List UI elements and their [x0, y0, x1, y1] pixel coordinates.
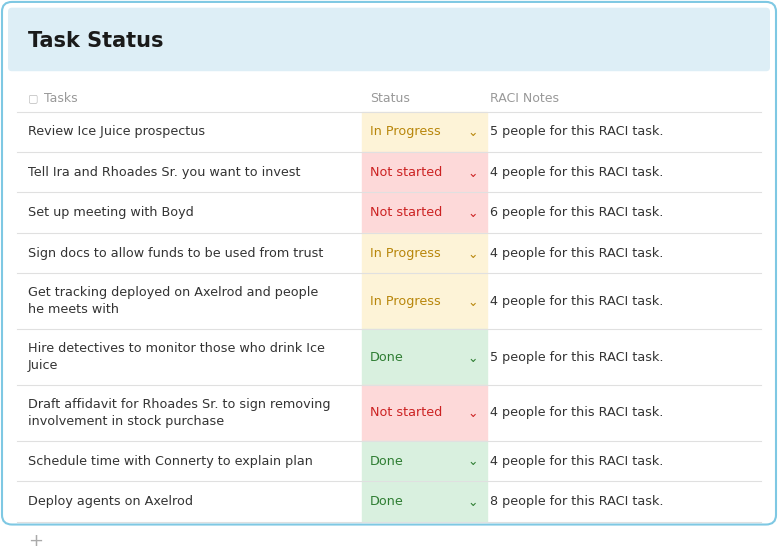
Text: 4 people for this RACI task.: 4 people for this RACI task.	[490, 455, 664, 468]
Text: 4 people for this RACI task.: 4 people for this RACI task.	[490, 295, 664, 308]
Bar	[362, 233, 487, 274]
Text: 6 people for this RACI task.: 6 people for this RACI task.	[490, 206, 664, 219]
Text: Schedule time with Connerty to explain plan: Schedule time with Connerty to explain p…	[28, 455, 313, 468]
Text: Tell Ira and Rhoades Sr. you want to invest: Tell Ira and Rhoades Sr. you want to inv…	[28, 166, 300, 179]
Bar	[362, 481, 487, 522]
FancyBboxPatch shape	[2, 2, 776, 525]
Text: 5 people for this RACI task.: 5 people for this RACI task.	[490, 351, 664, 364]
Text: Deploy agents on Axelrod: Deploy agents on Axelrod	[28, 495, 193, 508]
Text: Status: Status	[370, 92, 410, 104]
Text: 5 people for this RACI task.: 5 people for this RACI task.	[490, 125, 664, 138]
Text: 8 people for this RACI task.: 8 people for this RACI task.	[490, 495, 664, 508]
Text: Not started: Not started	[370, 206, 442, 219]
Text: Get tracking deployed on Axelrod and people: Get tracking deployed on Axelrod and peo…	[28, 286, 318, 299]
Text: involvement in stock purchase: involvement in stock purchase	[28, 415, 224, 428]
Bar	[362, 193, 487, 233]
Text: Not started: Not started	[370, 166, 442, 179]
Text: Review Ice Juice prospectus: Review Ice Juice prospectus	[28, 125, 205, 138]
Bar	[362, 329, 487, 385]
Text: In Progress: In Progress	[370, 295, 441, 308]
Bar	[362, 441, 487, 481]
Text: ⌄: ⌄	[467, 248, 478, 260]
Text: Sign docs to allow funds to be used from trust: Sign docs to allow funds to be used from…	[28, 247, 324, 260]
Bar	[362, 112, 487, 152]
Text: 4 people for this RACI task.: 4 people for this RACI task.	[490, 247, 664, 260]
Text: ⌄: ⌄	[467, 126, 478, 139]
Text: Done: Done	[370, 455, 404, 468]
Text: ⌄: ⌄	[467, 296, 478, 309]
Text: +: +	[28, 532, 43, 547]
Text: Done: Done	[370, 351, 404, 364]
Text: Juice: Juice	[28, 359, 58, 372]
Text: 4 people for this RACI task.: 4 people for this RACI task.	[490, 166, 664, 179]
Text: Draft affidavit for Rhoades Sr. to sign removing: Draft affidavit for Rhoades Sr. to sign …	[28, 398, 331, 411]
Bar	[362, 152, 487, 193]
Text: ⌄: ⌄	[467, 352, 478, 364]
Text: In Progress: In Progress	[370, 247, 441, 260]
Text: Set up meeting with Boyd: Set up meeting with Boyd	[28, 206, 194, 219]
Text: Task Status: Task Status	[28, 31, 163, 51]
FancyBboxPatch shape	[8, 8, 770, 71]
Text: ⌄: ⌄	[467, 207, 478, 220]
Bar	[12, 56, 766, 67]
Text: ⌄: ⌄	[467, 496, 478, 509]
Text: ⌄: ⌄	[467, 167, 478, 180]
Text: ⌄: ⌄	[467, 456, 478, 468]
Text: Tasks: Tasks	[44, 92, 78, 104]
Text: Hire detectives to monitor those who drink Ice: Hire detectives to monitor those who dri…	[28, 342, 325, 355]
Text: ⌄: ⌄	[467, 408, 478, 420]
Text: Not started: Not started	[370, 406, 442, 420]
Text: ▢: ▢	[28, 93, 38, 103]
Text: In Progress: In Progress	[370, 125, 441, 138]
Text: 4 people for this RACI task.: 4 people for this RACI task.	[490, 406, 664, 420]
Bar	[362, 274, 487, 329]
Text: Done: Done	[370, 495, 404, 508]
Text: RACI Notes: RACI Notes	[490, 92, 559, 104]
Text: he meets with: he meets with	[28, 304, 119, 316]
Bar	[362, 385, 487, 441]
